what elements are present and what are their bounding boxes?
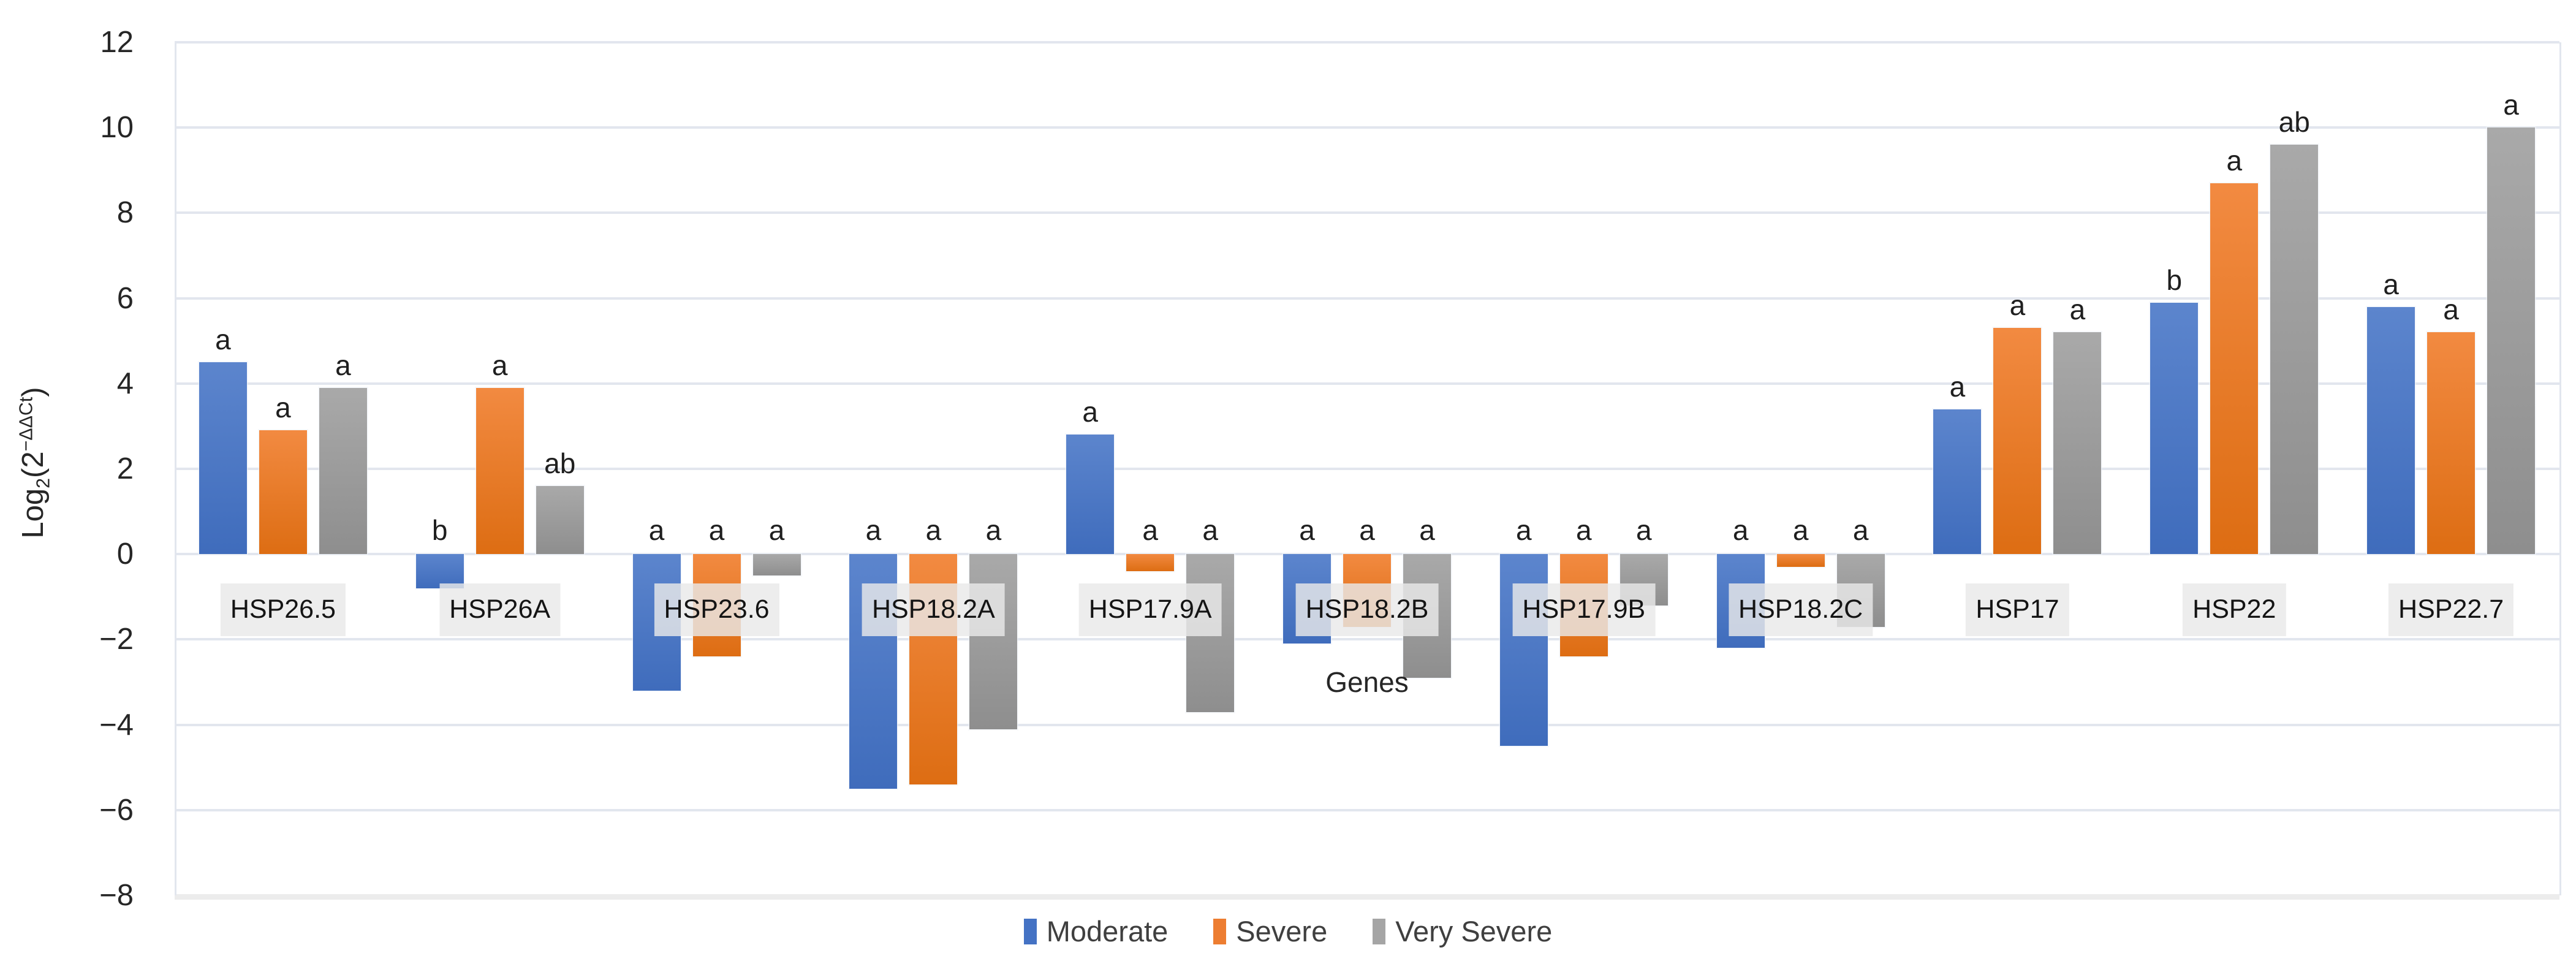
gridline — [175, 468, 2559, 470]
significance-letter: a — [1949, 370, 1966, 403]
category-label-HSP18.2C: HSP18.2C — [1729, 583, 1873, 636]
significance-letter: a — [1516, 514, 1532, 547]
significance-letter: a — [2383, 268, 2399, 300]
category-label-HSP17.9B: HSP17.9B — [1512, 583, 1656, 636]
category-label-HSP18.2B: HSP18.2B — [1295, 583, 1439, 636]
y-tick-label: 2 — [116, 452, 134, 485]
significance-letter: a — [2009, 289, 2026, 322]
y-tick-label: −8 — [99, 879, 134, 912]
bar-very-severe-HSP17 — [2052, 331, 2103, 556]
y-tick-label: 0 — [116, 537, 134, 571]
plot-border-left — [175, 42, 176, 895]
bar-moderate-HSP22.7 — [2366, 305, 2417, 556]
significance-letter: a — [648, 514, 665, 547]
significance-letter: a — [865, 514, 882, 547]
y-tick-label: −6 — [99, 793, 134, 827]
y-tick-label: 4 — [116, 366, 134, 400]
significance-letter: a — [1636, 514, 1652, 547]
y-tick-label: 12 — [100, 26, 134, 59]
significance-letter: a — [1852, 514, 1869, 547]
legend-item-severe: Severe — [1213, 916, 1327, 947]
category-label-HSP23.6: HSP23.6 — [654, 583, 779, 636]
bar-severe-HSP22.7 — [2426, 331, 2477, 556]
gridline — [175, 894, 2559, 900]
bar-moderate-HSP26.5 — [197, 360, 248, 556]
significance-letter: a — [491, 349, 508, 381]
category-label-HSP26.5: HSP26.5 — [220, 583, 346, 636]
significance-letter: ab — [2278, 106, 2310, 139]
bar-very-severe-HSP23.6 — [751, 553, 802, 577]
significance-letter: a — [275, 392, 291, 424]
y-tick-label: 10 — [100, 111, 134, 145]
legend-label: Very Severe — [1395, 915, 1553, 947]
bar-very-severe-HSP22 — [2269, 143, 2320, 556]
significance-letter: a — [985, 514, 1002, 547]
gridline — [175, 808, 2559, 811]
gridline — [175, 297, 2559, 300]
significance-letter: a — [1792, 514, 1809, 547]
significance-letter: a — [2069, 294, 2086, 326]
gridline — [175, 638, 2559, 641]
legend-label: Moderate — [1046, 915, 1169, 947]
x-axis-title: Genes — [1325, 666, 1409, 698]
category-label-HSP17.9A: HSP17.9A — [1078, 583, 1222, 636]
bar-severe-HSP22 — [2209, 181, 2260, 556]
significance-letter: a — [708, 514, 725, 547]
significance-letter: a — [215, 324, 231, 355]
significance-letter: a — [1419, 514, 1435, 547]
gridline — [175, 126, 2559, 129]
bar-very-severe-HSP26A — [534, 484, 585, 556]
significance-letter: a — [1142, 514, 1158, 547]
category-label-HSP22.7: HSP22.7 — [2388, 583, 2514, 636]
category-label-HSP18.2A: HSP18.2A — [862, 583, 1005, 636]
y-tick-label: −4 — [99, 708, 134, 742]
legend-label: Severe — [1236, 915, 1328, 947]
bar-moderate-HSP22 — [2149, 301, 2200, 556]
legend-swatch-severe — [1213, 919, 1227, 944]
legend-swatch-moderate — [1023, 919, 1037, 944]
plot-border-right — [2559, 42, 2561, 895]
significance-letter: b — [431, 514, 448, 547]
significance-letter: a — [2226, 144, 2243, 177]
bar-severe-HSP18.2C — [1775, 553, 1826, 569]
bar-very-severe-HSP22.7 — [2486, 126, 2537, 556]
significance-letter: a — [1082, 396, 1098, 428]
significance-letter: a — [1732, 514, 1749, 547]
category-label-HSP26A: HSP26A — [439, 583, 561, 636]
gridline — [175, 382, 2559, 385]
bar-moderate-HSP17 — [1932, 408, 1983, 556]
significance-letter: a — [335, 349, 351, 381]
bar-severe-HSP26.5 — [257, 429, 308, 556]
significance-letter: a — [925, 514, 942, 547]
bar-severe-HSP17 — [1992, 327, 2043, 556]
y-tick-label: 8 — [116, 196, 134, 230]
significance-letter: b — [2166, 264, 2183, 296]
bar-severe-HSP26A — [474, 386, 525, 556]
significance-letter: a — [768, 514, 785, 547]
bar-very-severe-HSP26.5 — [317, 386, 368, 556]
significance-letter: ab — [544, 447, 576, 479]
y-tick-label: −2 — [99, 623, 134, 656]
significance-letter: a — [2443, 294, 2459, 326]
bar-severe-HSP17.9A — [1125, 553, 1176, 573]
bar-very-severe-HSP18.2A — [968, 553, 1019, 731]
significance-letter: a — [1576, 514, 1592, 547]
legend-item-moderate: Moderate — [1023, 915, 1169, 947]
significance-letter: a — [1299, 514, 1315, 547]
category-label-HSP17: HSP17 — [1966, 583, 2069, 636]
gridline — [175, 41, 2559, 44]
gridline — [175, 723, 2559, 726]
bar-moderate-HSP26A — [414, 553, 465, 590]
legend: Moderate Severe Very Severe — [0, 916, 2576, 947]
y-tick-label: 6 — [116, 281, 134, 315]
significance-letter: a — [1359, 514, 1375, 547]
gridline — [175, 211, 2559, 215]
legend-item-very-severe: Very Severe — [1373, 916, 1552, 947]
significance-letter: a — [1202, 514, 1218, 547]
category-label-HSP22: HSP22 — [2183, 583, 2286, 636]
legend-swatch-very-severe — [1373, 919, 1386, 944]
bar-moderate-HSP17.9A — [1065, 433, 1116, 556]
significance-letter: a — [2503, 89, 2519, 121]
